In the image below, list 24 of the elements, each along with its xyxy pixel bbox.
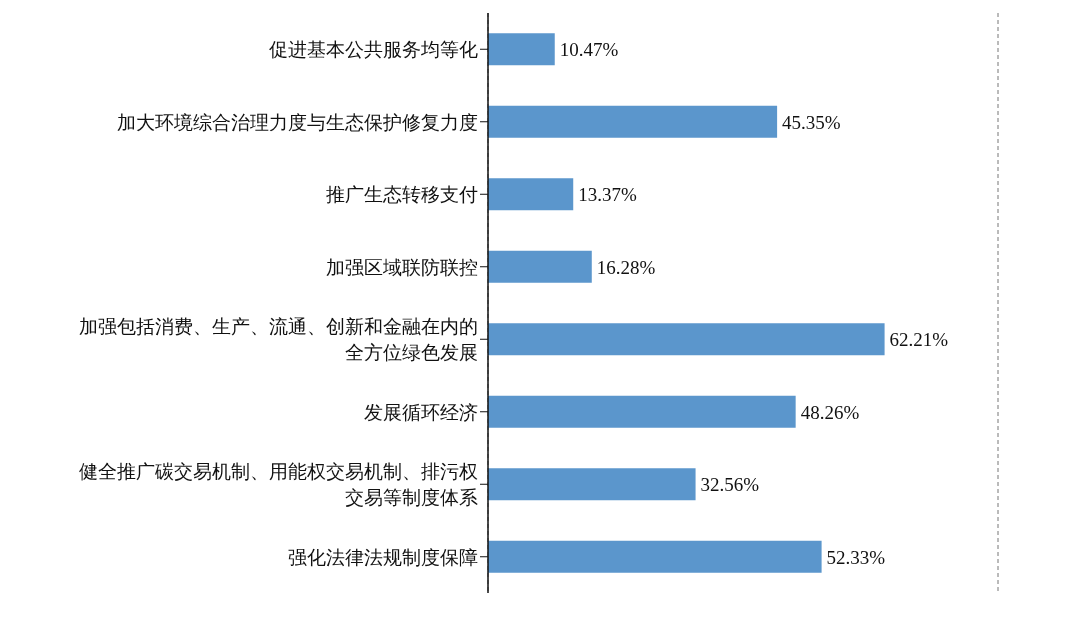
y-tick-label: 强化法律法规制度保障: [288, 546, 478, 568]
data-label: 52.33%: [826, 546, 886, 568]
y-tick-label: 加强包括消费、生产、流通、创新和金融在内的全方位绿色发展: [79, 315, 478, 363]
bar: [488, 468, 696, 501]
bar: [488, 105, 778, 138]
bar: [488, 33, 555, 66]
data-label: 16.28%: [596, 256, 656, 278]
data-label: 62.21%: [889, 329, 949, 351]
bar: [488, 178, 574, 211]
data-label: 45.35%: [782, 111, 841, 133]
data-label: 48.26%: [800, 401, 860, 423]
y-tick-label: 发展循环经济: [364, 401, 478, 423]
bar: [488, 250, 592, 283]
data-label: 10.47%: [559, 39, 619, 61]
bar: [488, 540, 822, 573]
data-label: 32.56%: [700, 474, 760, 496]
bar: [488, 323, 885, 356]
bar: [488, 395, 796, 428]
y-tick-label: 加大环境综合治理力度与生态保护修复力度: [117, 111, 478, 133]
y-tick-label: 健全推广碳交易机制、用能权交易机制、排污权交易等制度体系: [79, 460, 478, 508]
y-tick-label: 促进基本公共服务均等化: [269, 38, 478, 60]
y-tick-label: 加强区域联防联控: [326, 256, 478, 278]
data-label: 13.37%: [578, 184, 637, 206]
y-tick-label: 推广生态转移支付: [326, 183, 478, 205]
